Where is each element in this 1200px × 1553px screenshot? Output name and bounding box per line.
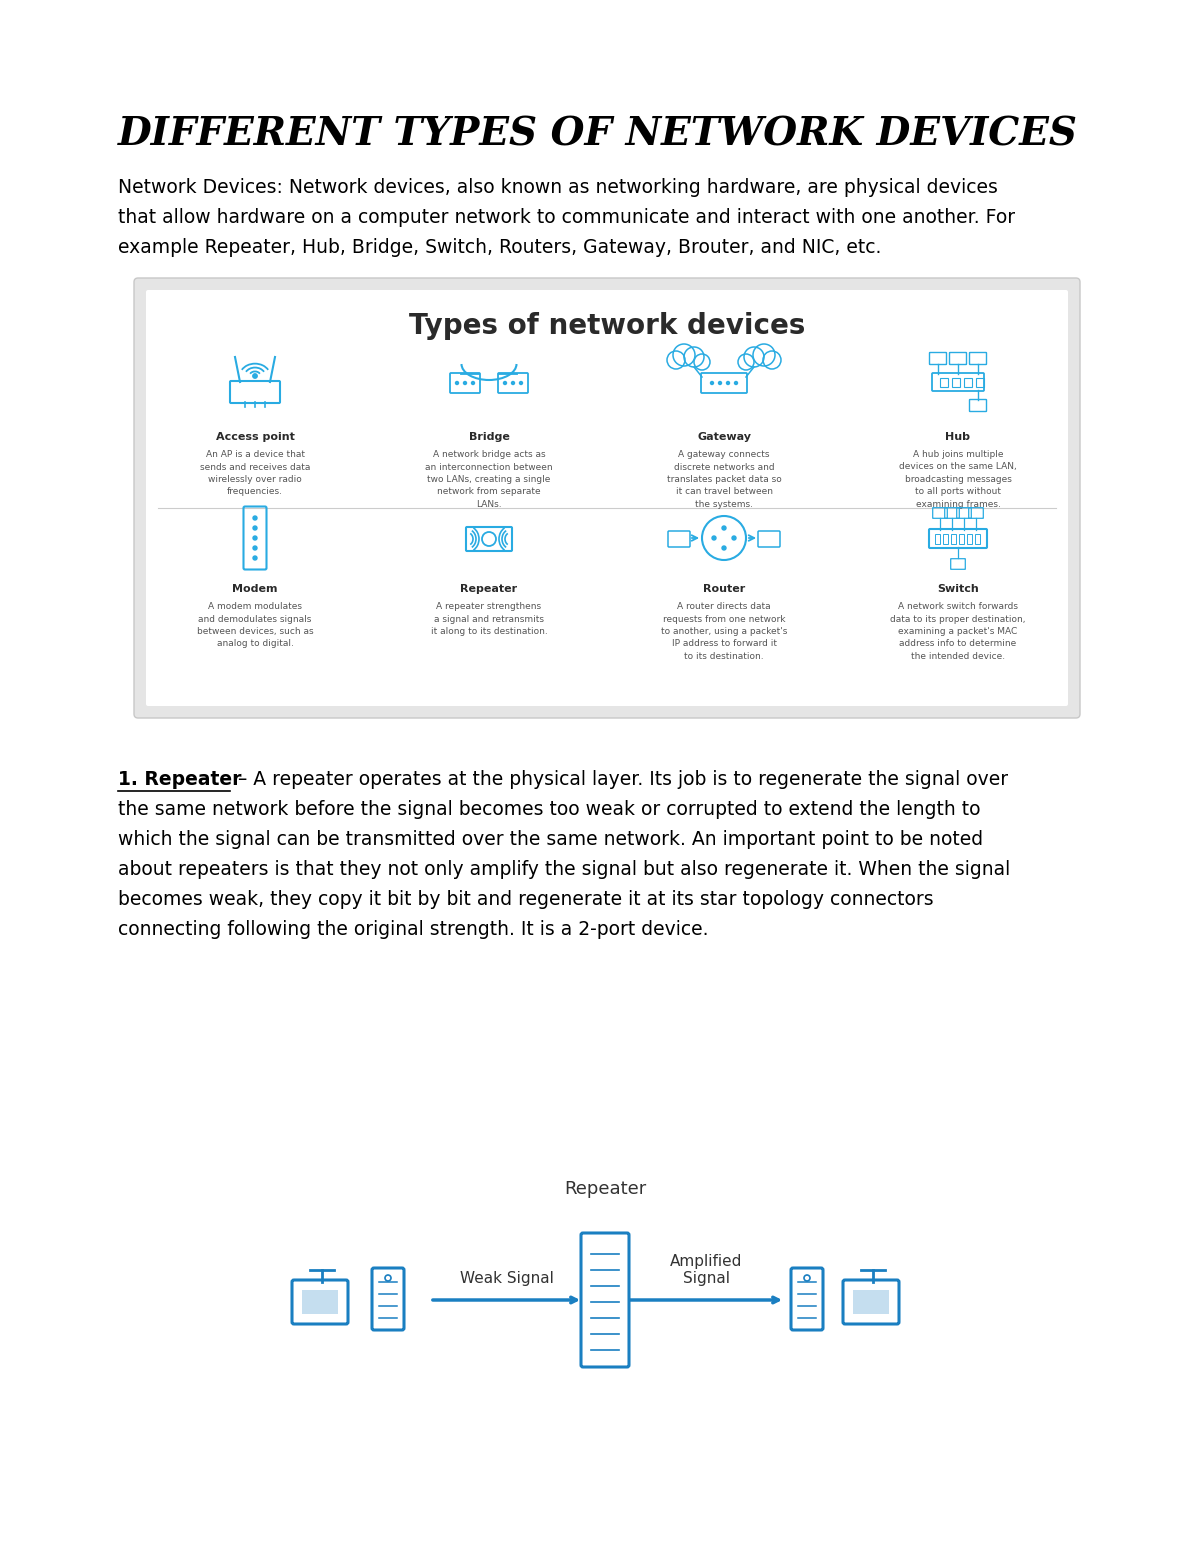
Bar <box>853 1291 889 1314</box>
Bar <box>952 534 956 544</box>
Circle shape <box>253 536 257 540</box>
Text: A gateway connects
discrete networks and
translates packet data so
it can travel: A gateway connects discrete networks and… <box>667 450 781 509</box>
Circle shape <box>463 382 467 385</box>
Bar <box>935 534 940 544</box>
Text: A hub joins multiple
devices on the same LAN,
broadcasting messages
to all ports: A hub joins multiple devices on the same… <box>899 450 1016 509</box>
Bar <box>976 377 984 387</box>
Text: A router directs data
requests from one network
to another, using a packet's
IP : A router directs data requests from one … <box>661 603 787 662</box>
Text: which the signal can be transmitted over the same network. An important point to: which the signal can be transmitted over… <box>118 829 983 849</box>
Circle shape <box>734 382 738 385</box>
Circle shape <box>456 382 458 385</box>
Circle shape <box>253 516 257 520</box>
Circle shape <box>520 382 522 385</box>
Text: Repeater: Repeater <box>564 1180 646 1197</box>
Circle shape <box>253 526 257 530</box>
Text: about repeaters is that they not only amplify the signal but also regenerate it.: about repeaters is that they not only am… <box>118 860 1010 879</box>
Text: becomes weak, they copy it bit by bit and regenerate it at its star topology con: becomes weak, they copy it bit by bit an… <box>118 890 934 909</box>
Text: An AP is a device that
sends and receives data
wirelessly over radio
frequencies: An AP is a device that sends and receive… <box>200 450 310 497</box>
Text: A network switch forwards
data to its proper destination,
examining a packet's M: A network switch forwards data to its pr… <box>890 603 1026 662</box>
Circle shape <box>726 382 730 385</box>
FancyBboxPatch shape <box>134 278 1080 717</box>
Circle shape <box>472 382 474 385</box>
Circle shape <box>253 547 257 550</box>
Bar <box>940 377 948 387</box>
Text: Amplified
Signal: Amplified Signal <box>670 1253 742 1286</box>
Text: A network bridge acts as
an interconnection between
two LANs, creating a single
: A network bridge acts as an interconnect… <box>425 450 553 509</box>
Text: Gateway: Gateway <box>697 432 751 443</box>
Text: Repeater: Repeater <box>461 584 517 593</box>
Circle shape <box>710 382 714 385</box>
Circle shape <box>253 556 257 561</box>
Bar <box>964 377 972 387</box>
Text: example Repeater, Hub, Bridge, Switch, Routers, Gateway, Brouter, and NIC, etc.: example Repeater, Hub, Bridge, Switch, R… <box>118 238 881 256</box>
Circle shape <box>722 547 726 550</box>
Bar <box>943 534 948 544</box>
Text: 1. Repeater: 1. Repeater <box>118 770 241 789</box>
Text: that allow hardware on a computer network to communicate and interact with one a: that allow hardware on a computer networ… <box>118 208 1015 227</box>
Bar <box>302 1291 338 1314</box>
Bar <box>959 534 964 544</box>
Text: Bridge: Bridge <box>468 432 510 443</box>
Circle shape <box>719 382 721 385</box>
Circle shape <box>504 382 506 385</box>
Text: Access point: Access point <box>216 432 294 443</box>
Text: Router: Router <box>703 584 745 593</box>
Text: Hub: Hub <box>946 432 971 443</box>
Text: the same network before the signal becomes too weak or corrupted to extend the l: the same network before the signal becom… <box>118 800 980 818</box>
Circle shape <box>732 536 736 540</box>
Text: connecting following the original strength. It is a 2-port device.: connecting following the original streng… <box>118 919 708 940</box>
Circle shape <box>511 382 515 385</box>
Text: Switch: Switch <box>937 584 979 593</box>
Bar <box>967 534 972 544</box>
Circle shape <box>722 526 726 530</box>
Text: Types of network devices: Types of network devices <box>409 312 805 340</box>
Text: Network Devices: Network devices, also known as networking hardware, are physica: Network Devices: Network devices, also k… <box>118 179 998 197</box>
Circle shape <box>712 536 716 540</box>
Bar <box>952 377 960 387</box>
Text: A modem modulates
and demodulates signals
between devices, such as
analog to dig: A modem modulates and demodulates signal… <box>197 603 313 649</box>
Circle shape <box>253 374 257 379</box>
Bar <box>974 534 980 544</box>
FancyBboxPatch shape <box>146 290 1068 707</box>
Text: DIFFERENT TYPES OF NETWORK DEVICES: DIFFERENT TYPES OF NETWORK DEVICES <box>118 115 1078 154</box>
Text: Modem: Modem <box>233 584 277 593</box>
Text: – A repeater operates at the physical layer. Its job is to regenerate the signal: – A repeater operates at the physical la… <box>232 770 1008 789</box>
Text: A repeater strengthens
a signal and retransmits
it along to its destination.: A repeater strengthens a signal and retr… <box>431 603 547 637</box>
Text: Weak Signal: Weak Signal <box>460 1270 553 1286</box>
